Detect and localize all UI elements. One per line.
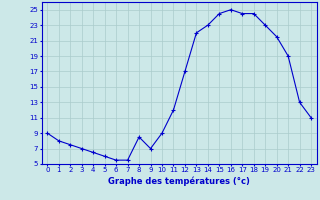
X-axis label: Graphe des températures (°c): Graphe des températures (°c) <box>108 176 250 186</box>
